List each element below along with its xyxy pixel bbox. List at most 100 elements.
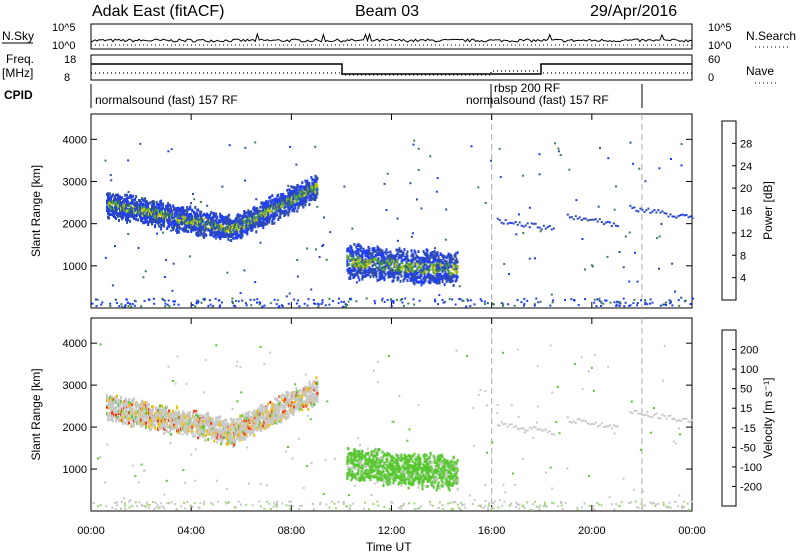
scatter-cell	[433, 250, 436, 254]
ground-scatter	[392, 301, 395, 304]
sparse-echo	[193, 198, 196, 201]
scatter-cell	[290, 200, 293, 204]
nsky-tick-top: 10^5	[52, 22, 76, 34]
scatter-cell	[171, 424, 174, 428]
scatter-cell	[415, 269, 418, 273]
scatter-cell	[437, 269, 440, 272]
scatter-cell	[240, 227, 243, 231]
scatter-cell	[149, 412, 152, 416]
sparse-echo	[310, 288, 313, 291]
scatter-cell	[112, 415, 114, 418]
scatter-cell	[367, 273, 370, 276]
late-echo	[580, 219, 583, 221]
scatter-cell	[146, 216, 149, 220]
scatter-cell	[123, 412, 126, 416]
scatter-cell	[106, 209, 108, 212]
scatter-cell	[144, 215, 147, 219]
scatter-cell	[120, 203, 122, 207]
scatter-cell	[163, 221, 166, 225]
scatter-cell	[377, 248, 380, 252]
ground-scatter	[469, 299, 472, 302]
scatter-cell	[253, 410, 256, 414]
ground-scatter	[373, 299, 376, 302]
scatter-cell	[432, 275, 435, 279]
y-tick-label: 1000	[63, 464, 87, 476]
scatter-cell	[106, 201, 108, 205]
scatter-cell	[289, 206, 292, 210]
ground-scatter	[177, 303, 180, 306]
scatter-cell	[190, 212, 193, 216]
ground-scatter	[191, 304, 194, 306]
late-echo	[629, 204, 632, 207]
scatter-cell	[132, 417, 135, 421]
scatter-cell	[180, 217, 183, 221]
scatter-cell	[389, 257, 392, 261]
late-echo	[570, 216, 573, 219]
ground-scatter	[644, 302, 647, 305]
scatter-cell	[407, 258, 410, 262]
scatter-cell	[379, 268, 382, 272]
ground-scatter	[383, 301, 386, 303]
scatter-cell	[374, 257, 377, 261]
scatter-cell	[236, 424, 239, 428]
scatter-cell	[349, 276, 352, 280]
scatter-cell	[390, 262, 393, 266]
scatter-cell	[372, 260, 375, 263]
scatter-cell	[171, 209, 174, 213]
late-echo	[655, 211, 658, 214]
scatter-cell	[294, 203, 297, 207]
scatter-cell	[254, 212, 257, 215]
scatter-cell	[299, 198, 302, 202]
ground-scatter	[374, 302, 376, 305]
ground-scatter	[454, 303, 457, 306]
scatter-cell	[187, 419, 190, 423]
beam-title: Beam 03	[355, 3, 419, 20]
scatter-cell	[269, 199, 272, 203]
scatter-cell	[196, 412, 199, 416]
cpid-entry-0: normalsound (fast) 157 RF	[95, 93, 238, 107]
scatter-cell	[202, 225, 205, 229]
sparse-echo	[416, 198, 418, 201]
scatter-cell	[115, 413, 117, 417]
scatter-cell	[189, 207, 192, 211]
scatter-cell	[125, 397, 128, 401]
scatter-cell	[126, 220, 129, 224]
scatter-cell	[352, 261, 355, 265]
sparse-echo	[445, 208, 448, 211]
scatter-cell	[273, 221, 276, 225]
sparse-echo	[458, 285, 461, 288]
scatter-cell	[178, 219, 181, 223]
scatter-cell	[436, 253, 439, 257]
late-echo	[631, 207, 634, 210]
scatter-cell	[237, 227, 240, 231]
scatter-cell	[217, 224, 220, 227]
scatter-cell	[245, 215, 248, 219]
scatter-cell	[157, 414, 160, 418]
scatter-cell	[118, 201, 120, 205]
scatter-cell	[176, 429, 179, 433]
scatter-cell	[280, 197, 283, 201]
scatter-cell	[175, 420, 178, 424]
scatter-cell	[145, 414, 148, 418]
scatter-cell	[394, 258, 397, 262]
scatter-cell	[161, 404, 164, 408]
late-echo	[608, 221, 611, 224]
scatter-cell	[441, 260, 444, 264]
scatter-cell	[211, 229, 214, 233]
ground-scatter	[317, 305, 320, 308]
scatter-cell	[360, 246, 363, 250]
sparse-echo	[411, 232, 414, 235]
scatter-cell	[164, 426, 167, 429]
scatter-cell	[219, 427, 222, 431]
scatter-cell	[166, 204, 169, 208]
scatter-cell	[358, 253, 361, 257]
scatter-cell	[424, 259, 427, 263]
sparse-echo	[622, 266, 625, 269]
scatter-cell	[154, 215, 157, 219]
scatter-cell	[303, 191, 306, 195]
scatter-cell	[229, 218, 232, 222]
scatter-cell	[306, 179, 309, 183]
scatter-cell	[154, 205, 157, 209]
sparse-echo	[255, 198, 258, 201]
scatter-cell	[388, 259, 391, 263]
